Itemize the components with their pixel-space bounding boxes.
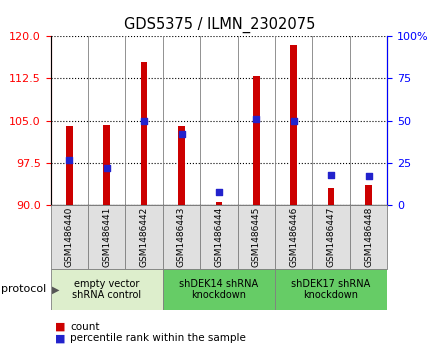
Text: shDEK17 shRNA
knockdown: shDEK17 shRNA knockdown	[291, 279, 371, 300]
Point	[253, 116, 260, 122]
Point	[327, 172, 335, 178]
Text: ■: ■	[55, 322, 66, 332]
FancyBboxPatch shape	[88, 205, 125, 269]
FancyBboxPatch shape	[200, 205, 238, 269]
FancyBboxPatch shape	[312, 205, 350, 269]
Text: ▶: ▶	[52, 285, 59, 294]
Bar	[216, 202, 222, 205]
Text: GSM1486444: GSM1486444	[214, 207, 224, 267]
Text: ■: ■	[55, 333, 66, 343]
Point	[365, 174, 372, 179]
Text: GSM1486442: GSM1486442	[139, 207, 149, 267]
Text: GSM1486440: GSM1486440	[65, 207, 74, 267]
Text: GSM1486447: GSM1486447	[326, 207, 336, 267]
Text: GSM1486443: GSM1486443	[177, 207, 186, 267]
FancyBboxPatch shape	[275, 269, 387, 310]
Point	[141, 118, 148, 123]
FancyBboxPatch shape	[51, 269, 163, 310]
Bar	[365, 185, 372, 205]
Text: GSM1486441: GSM1486441	[102, 207, 111, 267]
Point	[66, 156, 73, 162]
FancyBboxPatch shape	[163, 205, 200, 269]
Text: GSM1486448: GSM1486448	[364, 207, 373, 267]
FancyBboxPatch shape	[163, 269, 275, 310]
Point	[216, 189, 223, 195]
Text: count: count	[70, 322, 100, 332]
Text: empty vector
shRNA control: empty vector shRNA control	[72, 279, 141, 300]
FancyBboxPatch shape	[238, 205, 275, 269]
FancyBboxPatch shape	[350, 205, 387, 269]
Bar	[178, 126, 185, 205]
FancyBboxPatch shape	[51, 205, 88, 269]
Bar	[253, 76, 260, 205]
Point	[178, 131, 185, 137]
Bar	[141, 62, 147, 205]
FancyBboxPatch shape	[125, 205, 163, 269]
Text: GSM1486445: GSM1486445	[252, 207, 261, 267]
Text: protocol: protocol	[1, 285, 46, 294]
Text: percentile rank within the sample: percentile rank within the sample	[70, 333, 246, 343]
Point	[290, 118, 297, 123]
Point	[103, 165, 110, 171]
FancyBboxPatch shape	[275, 205, 312, 269]
Bar	[328, 188, 334, 205]
Text: GSM1486446: GSM1486446	[289, 207, 298, 267]
Bar	[103, 125, 110, 205]
Text: shDEK14 shRNA
knockdown: shDEK14 shRNA knockdown	[180, 279, 258, 300]
Bar	[66, 126, 73, 205]
Bar	[290, 45, 297, 205]
Text: GDS5375 / ILMN_2302075: GDS5375 / ILMN_2302075	[125, 16, 315, 33]
